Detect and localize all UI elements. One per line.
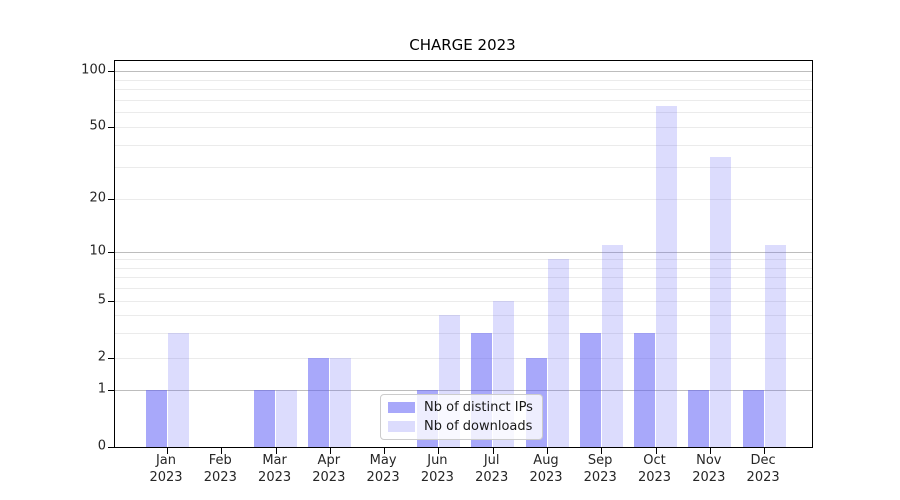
gridline-major (115, 71, 812, 72)
x-tick-mark (709, 448, 711, 454)
bar-downloads-dec (764, 244, 786, 447)
y-tick-mark (108, 251, 114, 253)
x-tick-mark (275, 448, 277, 454)
bar-ips-oct (634, 332, 655, 447)
y-tick-label: 50 (89, 118, 106, 134)
x-tick-label: Jun 2023 (420, 453, 454, 485)
gridline-minor (115, 144, 812, 146)
y-tick-mark (108, 357, 114, 359)
x-tick-mark (384, 448, 386, 454)
x-tick-label: Mar 2023 (258, 453, 292, 485)
gridline-minor (115, 267, 812, 269)
gridline-major (115, 390, 812, 391)
gridline-minor (115, 314, 812, 316)
x-tick-label: Oct 2023 (637, 453, 672, 485)
legend: Nb of distinct IPs Nb of downloads (380, 394, 543, 440)
x-tick-mark (221, 448, 223, 454)
y-tick-label: 5 (97, 292, 106, 308)
legend-label: Nb of distinct IPs (424, 400, 533, 415)
bar-downloads-sep (601, 244, 623, 447)
y-axis: 0 1 2 5 10 20 50 100 (0, 60, 106, 454)
gridline-minor (115, 79, 812, 81)
x-tick-mark (329, 448, 331, 454)
x-tick-mark (547, 448, 548, 454)
legend-swatch-downloads (388, 421, 415, 432)
gridline-minor (115, 332, 812, 334)
bar-downloads-mar (276, 390, 298, 447)
gridline-major (115, 252, 812, 253)
plot-area: Nb of distinct IPs Nb of downloads (108, 60, 813, 454)
gridline-minor (115, 358, 812, 359)
legend-entry: Nb of downloads (388, 419, 533, 434)
x-tick-mark (764, 448, 766, 454)
y-tick-label: 100 (81, 62, 106, 78)
gridline-minor (115, 288, 812, 290)
gridline-minor (115, 277, 812, 279)
y-tick-label: 2 (97, 349, 106, 365)
y-tick-mark (108, 126, 114, 128)
y-tick-mark (108, 198, 114, 200)
y-tick-label: 0 (97, 438, 106, 454)
y-tick-label: 10 (89, 243, 106, 259)
bar-downloads-aug (547, 259, 569, 447)
y-tick-mark (108, 446, 114, 448)
legend-label: Nb of downloads (424, 419, 533, 434)
gridline-minor (115, 199, 812, 200)
chart-title: CHARGE 2023 (409, 36, 516, 54)
x-tick-mark (601, 448, 603, 454)
x-tick-label: Jul 2023 (475, 453, 509, 485)
x-tick-mark (438, 448, 440, 454)
bar-ips-jan (145, 390, 167, 447)
x-tick-mark (655, 448, 657, 454)
x-tick-label: Nov 2023 (692, 453, 726, 485)
y-tick-mark (108, 389, 114, 391)
bar-downloads-oct (656, 105, 677, 447)
bar-downloads-apr (330, 358, 352, 447)
gridline-minor (115, 167, 812, 169)
x-tick-mark (167, 448, 168, 454)
bar-downloads-jan (167, 332, 189, 447)
y-tick-mark (108, 300, 114, 302)
gridline-minor (115, 89, 812, 90)
legend-entry: Nb of distinct IPs (388, 400, 533, 415)
y-tick-label: 1 (97, 381, 106, 397)
bar-ips-apr (308, 358, 330, 447)
y-tick-mark (108, 70, 114, 72)
x-tick-label: Dec 2023 (746, 453, 780, 485)
legend-swatch-ips (388, 402, 415, 413)
gridline-minor (115, 259, 812, 261)
bar-ips-nov (688, 390, 710, 447)
x-tick-label: Sep 2023 (583, 453, 617, 485)
x-tick-label: May 2023 (366, 453, 400, 485)
x-tick-label: Apr 2023 (312, 453, 346, 485)
x-axis: Jan 2023 Feb 2023 Mar 2023 Apr 2023 May 2023… (114, 452, 811, 492)
x-tick-mark (492, 448, 494, 454)
bar-downloads-nov (710, 157, 732, 447)
gridline-minor (115, 301, 812, 302)
x-tick-label: Feb 2023 (203, 453, 237, 485)
x-tick-label: Aug 2023 (529, 453, 563, 485)
y-tick-label: 20 (89, 190, 106, 206)
bar-ips-sep (579, 332, 601, 447)
gridline-minor (115, 127, 812, 128)
gridline-minor (115, 99, 812, 101)
x-tick-label: Jan 2023 (149, 453, 183, 485)
bar-ips-mar (254, 390, 276, 447)
gridline-minor (115, 112, 812, 114)
bar-ips-dec (742, 390, 764, 447)
